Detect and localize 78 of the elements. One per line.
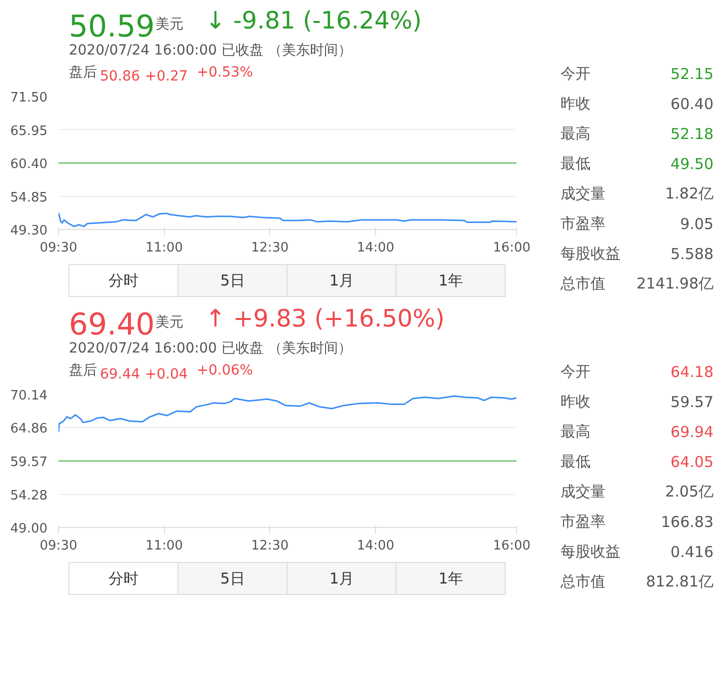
category-label: 最高 bbox=[560, 124, 590, 142]
chart-subtitle: 2020/07/24 16:00:00 已收盘 （美东时间） bbox=[68, 340, 352, 356]
text: 166.83 bbox=[661, 513, 714, 531]
text: 5日 bbox=[220, 272, 245, 290]
line-series bbox=[58, 212, 516, 228]
text: 52.15 bbox=[670, 65, 714, 83]
text: 1月 bbox=[329, 272, 354, 290]
category-label: 今开 bbox=[560, 64, 590, 82]
y-tick-label: 65.95 bbox=[10, 124, 48, 139]
y-tick-label: 54.85 bbox=[10, 190, 48, 206]
category-label: 每股收益 bbox=[560, 542, 620, 560]
text: 64.05 bbox=[670, 453, 714, 471]
text: 49.50 bbox=[670, 155, 714, 173]
text: 1月 bbox=[329, 570, 354, 588]
text: 50.86 bbox=[100, 68, 140, 84]
y-tick-label: 71.50 bbox=[10, 90, 48, 106]
chart-title: 69.40 bbox=[68, 308, 155, 342]
text: 1.82亿 bbox=[665, 184, 714, 202]
category-label: 最高 bbox=[560, 422, 590, 440]
text: 812.81亿 bbox=[646, 572, 714, 590]
text: 美元 bbox=[155, 314, 184, 330]
text: ↑ +9.83 (+16.50%) bbox=[205, 304, 445, 332]
text: 59.57 bbox=[670, 393, 714, 411]
y-tick-label: 49.00 bbox=[10, 522, 48, 536]
text: 69.94 bbox=[670, 423, 714, 441]
category-label: 总市值 bbox=[560, 274, 606, 292]
text: 5.588 bbox=[670, 245, 714, 263]
text: 分时 bbox=[108, 272, 138, 290]
x-tick-label: 09:30 bbox=[40, 240, 78, 256]
x-tick-label: 11:00 bbox=[145, 240, 183, 256]
category-label: 市盈率 bbox=[560, 512, 606, 530]
text: +0.04 bbox=[144, 366, 188, 382]
text: 9.05 bbox=[680, 215, 714, 233]
y-tick-label: 54.28 bbox=[10, 488, 48, 504]
category-label: 每股收益 bbox=[560, 244, 620, 262]
category-label: 总市值 bbox=[560, 572, 606, 590]
text: 1年 bbox=[438, 272, 463, 290]
text: 64.18 bbox=[670, 363, 714, 381]
text: 0.416 bbox=[670, 543, 714, 561]
category-label: 最低 bbox=[560, 154, 590, 172]
x-tick-label: 12:30 bbox=[251, 240, 289, 256]
text: 60.40 bbox=[670, 95, 714, 113]
y-tick-label: 59.57 bbox=[10, 455, 48, 470]
text: 1年 bbox=[438, 570, 463, 588]
x-tick-label: 11:00 bbox=[145, 538, 183, 554]
text: 盘后 bbox=[68, 362, 97, 378]
y-tick-label: 64.86 bbox=[10, 422, 48, 437]
text: 2141.98亿 bbox=[636, 274, 714, 292]
text: +0.53% bbox=[196, 64, 253, 80]
chart-title: 50.59 bbox=[68, 10, 155, 44]
category-label: 昨收 bbox=[560, 392, 590, 410]
text: ↓ -9.81 (-16.24%) bbox=[205, 6, 422, 34]
category-label: 成交量 bbox=[560, 184, 606, 202]
x-tick-label: 16:00 bbox=[493, 538, 531, 554]
text: 美元 bbox=[155, 16, 184, 32]
x-tick-label: 14:00 bbox=[356, 240, 394, 256]
text: 69.44 bbox=[100, 366, 140, 382]
category-label: 最低 bbox=[560, 452, 590, 470]
x-tick-label: 09:30 bbox=[40, 538, 78, 554]
category-label: 今开 bbox=[560, 362, 590, 380]
y-tick-label: 70.14 bbox=[10, 388, 48, 404]
category-label: 市盈率 bbox=[560, 214, 606, 232]
y-tick-label: 49.30 bbox=[10, 224, 48, 238]
x-tick-label: 14:00 bbox=[356, 538, 394, 554]
text: 52.18 bbox=[670, 125, 714, 143]
category-label: 昨收 bbox=[560, 94, 590, 112]
x-tick-label: 12:30 bbox=[251, 538, 289, 554]
text: 2.05亿 bbox=[665, 482, 714, 500]
text: +0.27 bbox=[144, 68, 188, 84]
y-tick-label: 60.40 bbox=[10, 157, 48, 172]
chart-subtitle: 2020/07/24 16:00:00 已收盘 （美东时间） bbox=[68, 42, 352, 58]
text: 盘后 bbox=[68, 64, 97, 80]
x-tick-label: 16:00 bbox=[493, 240, 531, 256]
text: 5日 bbox=[220, 570, 245, 588]
category-label: 成交量 bbox=[560, 482, 606, 500]
line-series bbox=[58, 395, 516, 433]
text: 分时 bbox=[108, 570, 138, 588]
text: +0.06% bbox=[196, 362, 253, 378]
